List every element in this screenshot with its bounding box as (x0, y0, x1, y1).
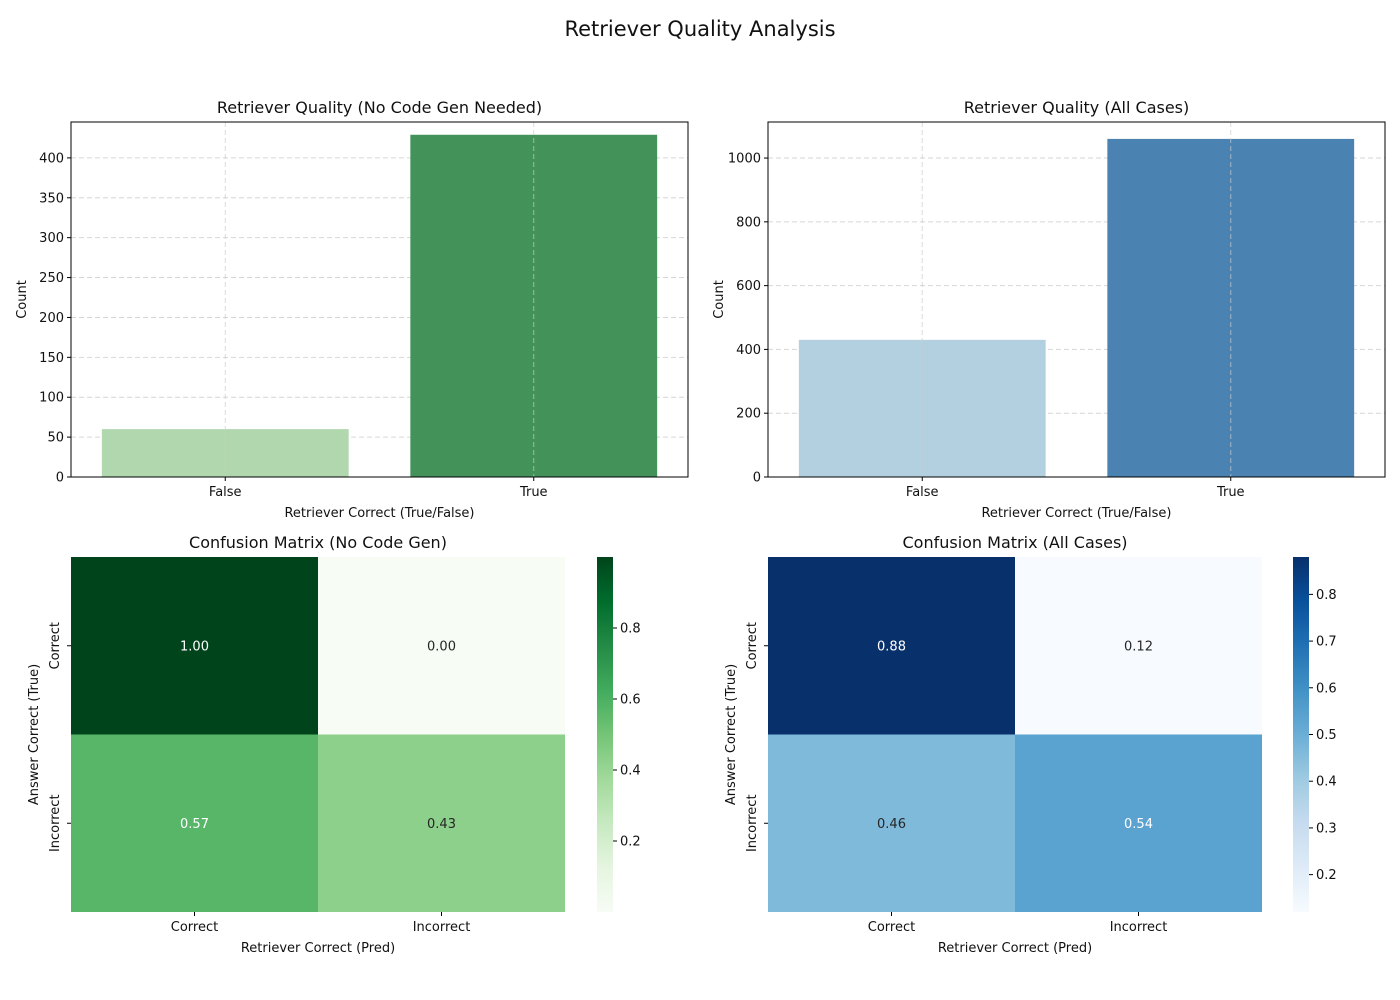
heatmap-cell (1015, 557, 1262, 735)
heatmap-all-cases: 0.88 0.12 0.46 0.54 Correct Incorrect Correct I… (724, 533, 1337, 956)
y-tick-label: 200 (736, 407, 761, 422)
y-tick-label: 100 (39, 391, 64, 406)
x-tick-label: Correct (868, 920, 915, 935)
heatmap-cell (1015, 734, 1262, 912)
colorbar-tick-label: 0.3 (1316, 821, 1337, 836)
y-tick-label: Incorrect (745, 794, 760, 852)
y-tick-label: Correct (745, 622, 760, 669)
x-axis-label: Retriever Correct (True/False) (284, 506, 474, 521)
x-axis-label: Retriever Correct (Pred) (241, 941, 395, 956)
heatmap-cell (768, 734, 1015, 912)
x-tick-label: True (519, 485, 548, 500)
cell-value-label: 0.00 (427, 639, 456, 654)
figure-title: Retriever Quality Analysis (564, 17, 835, 41)
y-tick-label: 0 (753, 471, 761, 486)
colorbar (597, 557, 613, 912)
y-tick-label: 250 (39, 271, 64, 286)
heatmap-cell (318, 734, 565, 912)
heatmap-cell (71, 557, 318, 735)
y-axis-label: Count (15, 280, 30, 319)
y-tick-label: 150 (39, 351, 64, 366)
cell-value-label: 0.43 (427, 817, 456, 832)
colorbar (1293, 557, 1309, 912)
chart-title: Confusion Matrix (No Code Gen) (189, 533, 447, 552)
x-tick-label: False (209, 485, 242, 500)
colorbar-tick-label: 0.2 (1316, 868, 1337, 883)
bar-chart-all-cases: 0 200 400 600 800 1000 False True Retriever Qual… (712, 98, 1386, 521)
heatmap-no-code-gen: 1.00 0.00 0.57 0.43 Correct Incorrect Correct I… (27, 533, 641, 956)
colorbar-tick-label: 0.6 (620, 693, 641, 708)
cell-value-label: 0.12 (1124, 639, 1153, 654)
chart-title: Retriever Quality (No Code Gen Needed) (217, 98, 542, 117)
colorbar-tick-label: 0.4 (620, 764, 641, 779)
axes-frame (767, 121, 1386, 478)
colorbar-tick-label: 0.2 (620, 835, 641, 850)
chart-title: Retriever Quality (All Cases) (964, 98, 1190, 117)
cell-value-label: 0.88 (877, 639, 906, 654)
y-tick-label: Correct (48, 622, 63, 669)
x-tick-label: True (1216, 485, 1245, 500)
cell-value-label: 0.46 (877, 817, 906, 832)
y-tick-label: 400 (736, 343, 761, 358)
x-tick-label: Incorrect (413, 920, 471, 935)
x-axis-label: Retriever Correct (True/False) (981, 506, 1171, 521)
y-tick-label: 1000 (728, 152, 761, 167)
y-axis-label: Answer Correct (True) (27, 664, 42, 805)
colorbar-tick-label: 0.8 (1316, 588, 1337, 603)
chart-title: Confusion Matrix (All Cases) (902, 533, 1127, 552)
y-tick-label: 400 (39, 151, 64, 166)
y-tick-label: Incorrect (48, 794, 63, 852)
colorbar-tick-label: 0.7 (1316, 635, 1337, 650)
bar-false (798, 339, 1046, 477)
heatmap-cell (768, 557, 1015, 735)
heatmap-cell (318, 557, 565, 735)
y-tick-label: 0 (56, 471, 64, 486)
x-tick-label: Incorrect (1110, 920, 1168, 935)
colorbar-tick-label: 0.4 (1316, 775, 1337, 790)
y-tick-label: 200 (39, 311, 64, 326)
y-axis-label: Count (712, 280, 727, 319)
cell-value-label: 0.54 (1124, 817, 1153, 832)
x-tick-label: False (906, 485, 939, 500)
colorbar-tick-label: 0.5 (1316, 728, 1337, 743)
colorbar-tick-label: 0.6 (1316, 681, 1337, 696)
y-tick-label: 50 (47, 431, 64, 446)
x-axis-label: Retriever Correct (Pred) (938, 941, 1092, 956)
axes-frame (70, 121, 689, 478)
y-tick-label: 600 (736, 279, 761, 294)
heatmap-cell (71, 734, 318, 912)
colorbar-tick-label: 0.8 (620, 622, 641, 637)
cell-value-label: 1.00 (180, 639, 209, 654)
cell-value-label: 0.57 (180, 817, 209, 832)
y-axis-label: Answer Correct (True) (724, 664, 739, 805)
bar-chart-no-code-gen: 0 50 100 150 200 250 300 350 400 False True Retriev… (15, 98, 689, 521)
y-tick-label: 300 (39, 231, 64, 246)
x-tick-label: Correct (171, 920, 218, 935)
y-tick-label: 350 (39, 191, 64, 206)
y-tick-label: 800 (736, 215, 761, 230)
